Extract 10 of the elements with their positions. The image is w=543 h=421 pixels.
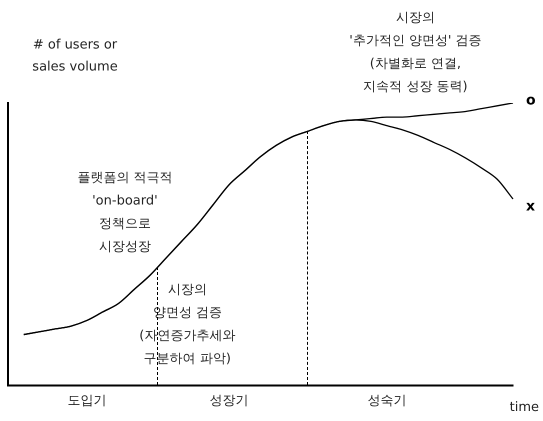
annotation: 플랫폼의 적극적 'on-board' 정책으로 시장성장	[77, 170, 172, 254]
x-tick-label: 성숙기	[367, 394, 406, 409]
series-label: x	[526, 198, 536, 215]
x-tick-label: 성장기	[209, 394, 248, 409]
series-label: o	[526, 92, 536, 109]
y-axis-title: # of users or sales volume	[32, 37, 118, 74]
annotation: 시장의 양면성 검증 (자연증가추세와 구분하여 파악)	[139, 282, 236, 366]
text: 시장의 '추가적인 양면성' 검증 (차별화로 연결, 지속적 성장 동력)	[349, 10, 482, 94]
x-tick-label: 도입기	[67, 394, 106, 409]
x-axis-title: time	[510, 400, 539, 415]
